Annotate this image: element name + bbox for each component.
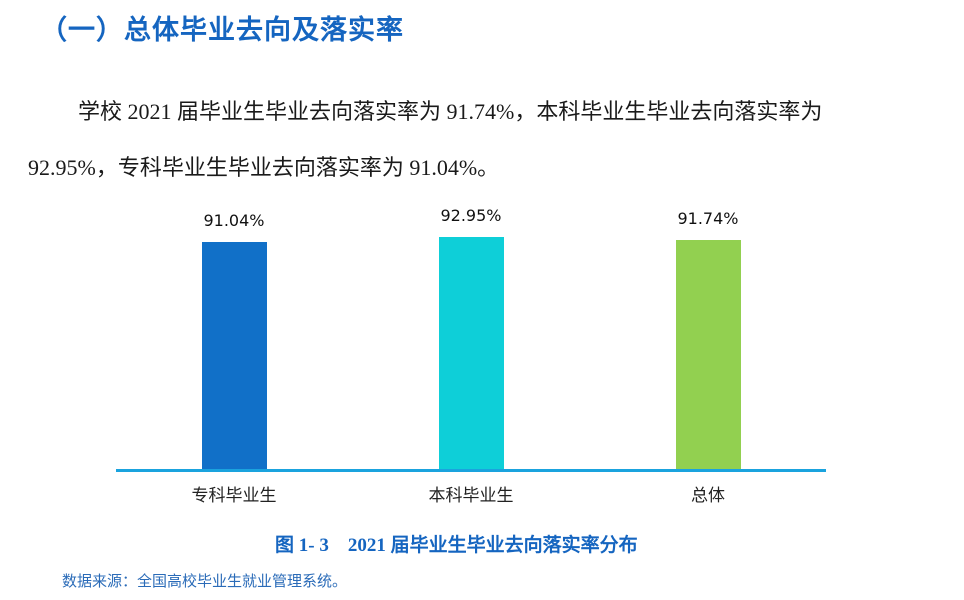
section-heading: （一）总体毕业去向及落实率 [40,15,404,46]
summary-paragraph: 学校 2021 届毕业生毕业去向落实率为 91.74%，本科毕业生毕业去向落实率… [28,84,948,196]
bar-value-label-total: 91.74% [677,209,739,228]
x-tick-label-zhuanke: 专科毕业生 [191,486,277,506]
bar-value-label-zhuanke: 91.04% [203,211,265,230]
bar-value-label-benke: 92.95% [440,206,502,225]
bar-chart: 91.04% 92.95% 91.74% 专科毕业生 本科毕业生 总体 [0,195,964,515]
figure-caption: 图 1- 3 2021 届毕业生毕业去向落实率分布 [275,535,638,556]
x-tick-label-benke: 本科毕业生 [428,486,514,506]
bar-benke [439,237,504,469]
paragraph-line-1: 学校 2021 届毕业生毕业去向落实率为 91.74%，本科毕业生毕业去向落实率… [28,84,948,140]
paragraph-line-2: 92.95%，专科毕业生毕业去向落实率为 91.04%。 [28,155,500,180]
bar-zhuanke [202,242,267,469]
x-tick-label-total: 总体 [691,486,725,506]
data-source-note: 数据来源：全国高校毕业生就业管理系统。 [62,574,348,590]
paragraph-line-1-text: 学校 2021 届毕业生毕业去向落实率为 91.74%，本科毕业生毕业去向落实率… [78,99,823,124]
x-axis-line [116,469,826,472]
bar-total [676,240,741,469]
